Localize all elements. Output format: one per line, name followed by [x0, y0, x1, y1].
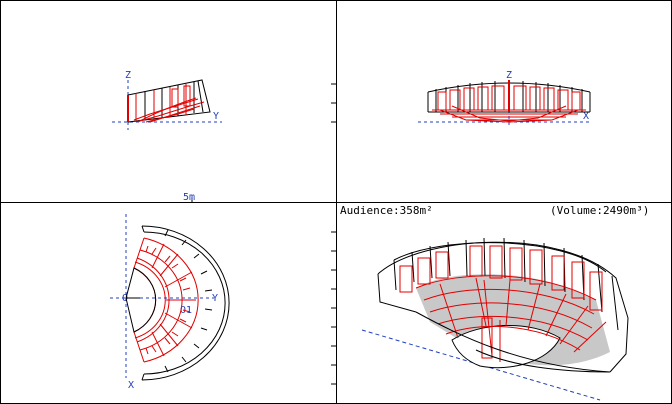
perspective-view[interactable]: Audience:358m² (Volume:2490m³) z: [340, 204, 649, 401]
front-axis-x-label: X: [583, 111, 589, 122]
scale-label: 5m: [183, 192, 195, 203]
front-axis-z-label: Z: [506, 70, 512, 81]
front-view[interactable]: Z X: [418, 70, 591, 128]
front-hall-wireframe: [427, 80, 591, 123]
plan-hall-wireframe: [125, 225, 230, 381]
audience-area-readout: Audience:358m²: [340, 204, 433, 217]
side-hall-wireframe: [127, 79, 211, 123]
volume-readout: (Volume:2490m³): [550, 204, 649, 217]
plan-axis-x-label: X: [128, 380, 134, 391]
side-view[interactable]: Z Y 5m: [112, 70, 222, 203]
plan-view[interactable]: X Y O O1: [110, 214, 230, 391]
perspective-hall-wireframe: [377, 237, 629, 373]
side-axis-y-label: Y: [213, 111, 219, 122]
plan-axis-y-label: Y: [212, 293, 218, 304]
plan-axes: [110, 214, 214, 378]
plan-origin-label: O: [122, 293, 128, 304]
side-axis-z-label: Z: [125, 70, 131, 81]
divider-ticks: [191, 83, 336, 385]
